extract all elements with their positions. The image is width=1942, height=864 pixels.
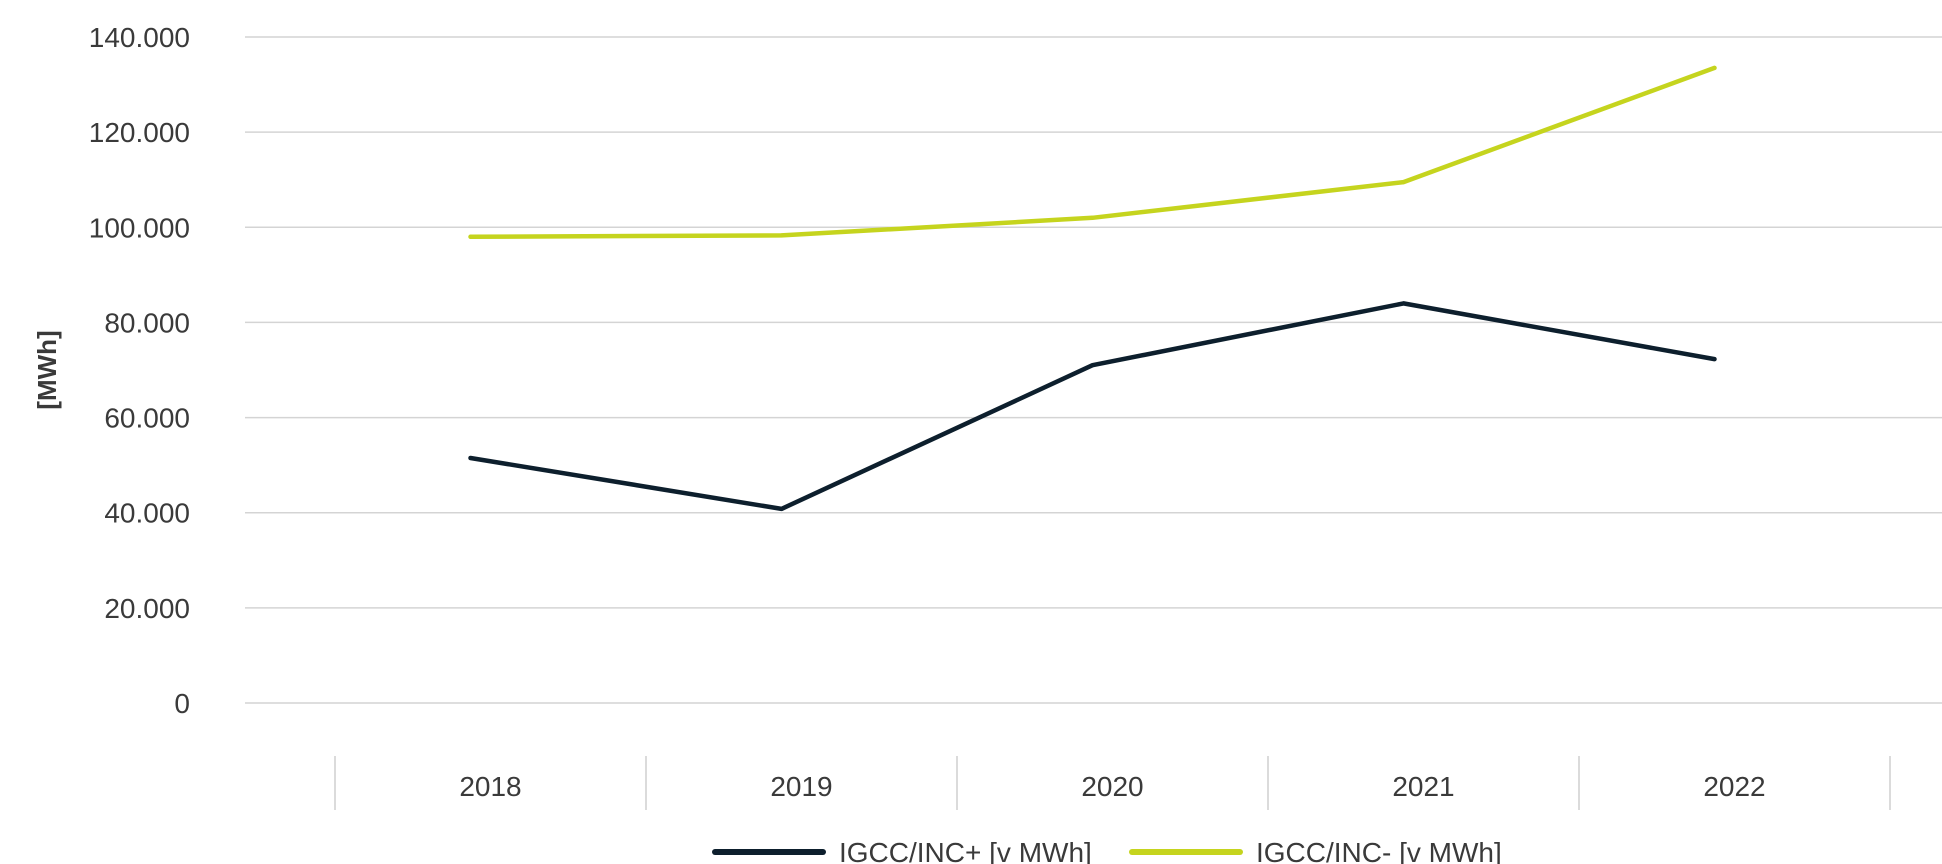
data-point: [1712, 65, 1717, 70]
y-tick-label: 120.000: [89, 117, 190, 148]
category-separators: [334, 756, 1891, 810]
legend-label: IGCC/INC+ [v MWh]: [839, 837, 1092, 864]
y-tick-label: 60.000: [104, 403, 190, 434]
y-tick-label: 0: [174, 688, 190, 719]
series-lines: [468, 65, 1717, 512]
gridlines: [245, 36, 1942, 704]
y-axis-tick-labels: 0 20.000 40.000 60.000 80.000 100.000 120.000 1…: [89, 22, 190, 719]
x-axis-tick-labels: 2018 2019 2020 2021 2022: [459, 771, 1765, 802]
data-point: [1401, 180, 1406, 185]
series-line-1: [468, 301, 1717, 512]
data-point: [779, 233, 784, 238]
y-tick-label: 80.000: [104, 307, 190, 338]
x-tick-label: 2021: [1392, 771, 1454, 802]
series-line-2: [468, 65, 1717, 240]
x-tick-label: 2018: [459, 771, 521, 802]
x-tick-label: 2020: [1081, 771, 1143, 802]
y-tick-label: 40.000: [104, 498, 190, 529]
x-tick-label: 2022: [1703, 771, 1765, 802]
y-tick-label: 140.000: [89, 22, 190, 53]
legend: IGCC/INC+ [v MWh] IGCC/INC- [v MWh]: [712, 837, 1502, 864]
data-point: [1090, 215, 1095, 220]
y-axis-title: [MWh]: [32, 330, 62, 409]
data-point: [1090, 363, 1095, 368]
data-point: [1401, 301, 1406, 306]
x-tick-label: 2019: [770, 771, 832, 802]
data-point: [1712, 357, 1717, 362]
legend-label: IGCC/INC- [v MWh]: [1256, 837, 1502, 864]
data-point: [468, 456, 473, 461]
y-tick-label: 100.000: [89, 212, 190, 243]
data-point: [468, 234, 473, 239]
data-point: [779, 506, 784, 511]
y-tick-label: 20.000: [104, 593, 190, 624]
